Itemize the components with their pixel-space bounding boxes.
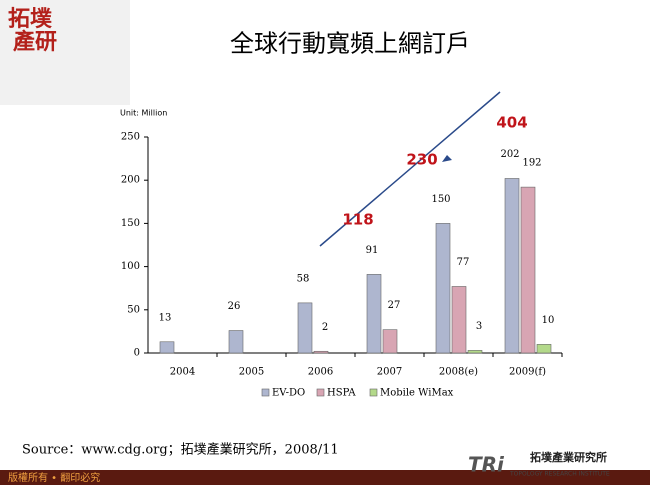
bar: [467, 350, 483, 354]
bar: [382, 329, 398, 354]
brand-subtitle: TOPOLOGY RESEARCH INSTITUTE: [509, 471, 610, 478]
x-tick-label: 2007: [377, 367, 402, 378]
y-tick-label: 250: [121, 132, 140, 143]
footer-bar: [0, 470, 650, 485]
legend-swatch: [316, 388, 325, 397]
y-tick-label: 100: [121, 261, 140, 272]
x-tick-label: 2004: [170, 367, 195, 378]
bar: [536, 344, 552, 354]
x-tick-label: 2006: [308, 367, 333, 378]
y-tick-label: 50: [127, 304, 140, 315]
data-label: 150: [431, 194, 450, 205]
data-label: 192: [522, 158, 541, 169]
data-label: 2: [322, 322, 328, 333]
bar: [313, 350, 329, 354]
data-label: 91: [366, 245, 379, 256]
source: Source：www.cdg.org；拓墣產業研究所，2008/11: [22, 442, 339, 458]
bar: [228, 330, 244, 354]
x-tick-label: 2008(e): [439, 367, 478, 378]
data-label: 3: [476, 321, 482, 332]
logo-backdrop: [0, 0, 130, 105]
data-label: 10: [542, 315, 555, 326]
copyright: 版權所有 • 翻印必究: [8, 471, 100, 484]
logo-bottom: 產研: [13, 29, 57, 55]
y-tick-label: 0: [134, 348, 140, 359]
x-tick-label: 2005: [239, 367, 264, 378]
bar: [159, 341, 175, 354]
unit-label: Unit: Million: [120, 109, 167, 118]
data-label: 77: [457, 257, 470, 268]
bar: [504, 178, 520, 354]
bar: [520, 186, 536, 354]
y-tick-label: 200: [121, 175, 140, 186]
x-tick-label: 2009(f): [509, 367, 546, 378]
data-label: 202: [500, 149, 519, 160]
data-label: 13: [159, 312, 172, 323]
legend-label: Mobile WiMax: [380, 388, 454, 399]
legend-label: EV-DO: [272, 388, 305, 399]
legend-swatch: [261, 388, 270, 397]
brand-name: 拓墣產業研究所: [530, 450, 607, 464]
y-tick-label: 150: [121, 218, 140, 229]
total-annotation: 404: [496, 114, 527, 132]
legend-swatch: [369, 388, 378, 397]
bar: [297, 302, 313, 354]
data-label: 26: [228, 301, 241, 312]
trend-line: [319, 91, 501, 247]
logo-top: 拓墣: [8, 7, 52, 32]
trend-arrowhead: [442, 155, 452, 162]
data-label: 27: [388, 300, 401, 311]
bar: [451, 286, 467, 354]
bar: [366, 274, 382, 354]
data-label: 58: [297, 273, 310, 284]
legend-label: HSPA: [327, 388, 356, 399]
bar: [435, 223, 451, 354]
total-annotation: 230: [406, 151, 437, 169]
brand-mark: TRi: [468, 453, 505, 477]
total-annotation: 118: [342, 211, 373, 229]
chart-title: 全球行動寬頻上網訂戶: [230, 30, 470, 58]
